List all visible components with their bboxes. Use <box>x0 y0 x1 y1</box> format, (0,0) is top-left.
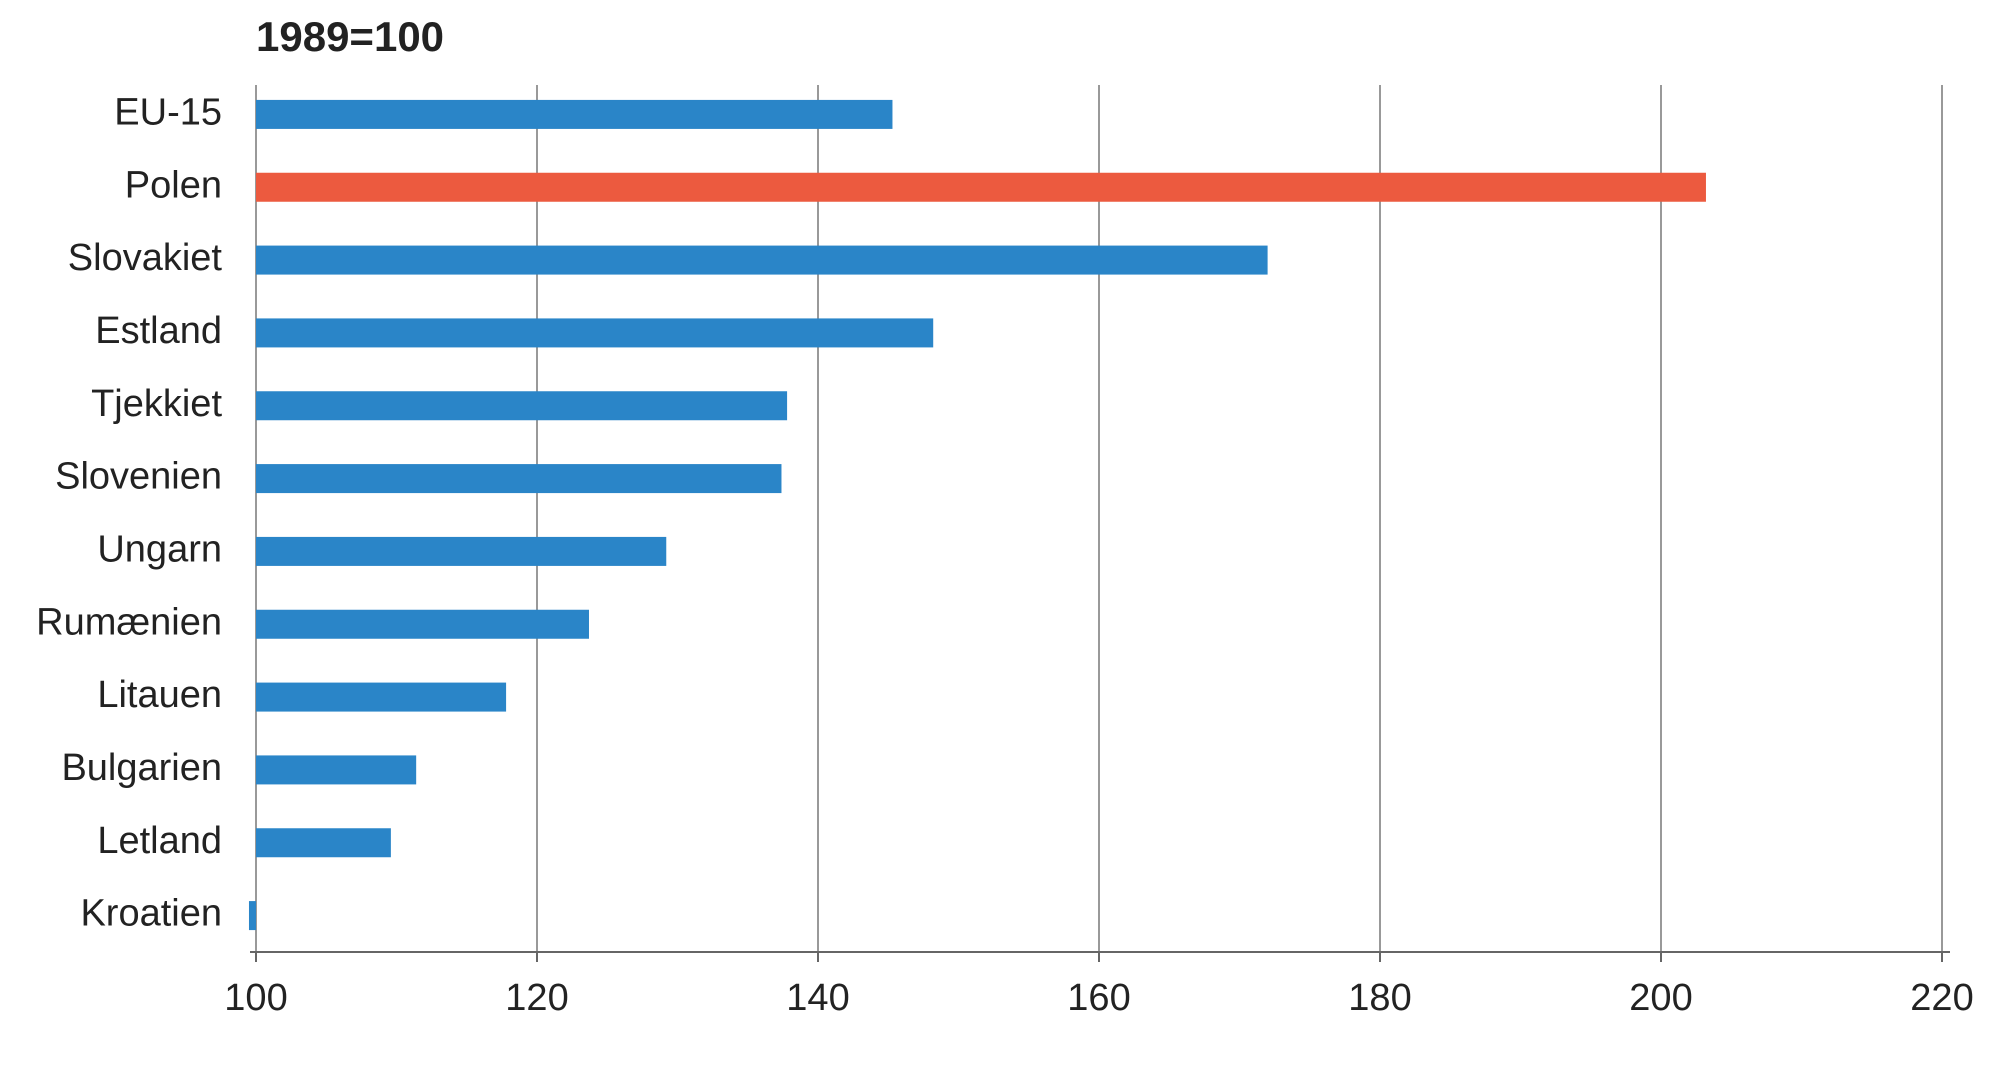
bar <box>256 609 589 639</box>
y-tick-label: Slovakiet <box>68 237 223 279</box>
bar <box>256 682 507 712</box>
y-tick-label: Polen <box>125 164 222 206</box>
x-tick-label: 100 <box>224 977 287 1019</box>
y-tick-label: Rumænien <box>36 601 222 643</box>
y-tick-label: Kroatien <box>80 893 222 935</box>
bar <box>256 464 782 494</box>
y-tick-label: Slovenien <box>55 456 222 498</box>
y-tick-label: Bulgarien <box>61 747 222 789</box>
x-tick-label: 200 <box>1629 977 1692 1019</box>
bar <box>256 755 417 785</box>
bar <box>256 99 893 129</box>
y-tick-label: Letland <box>97 820 222 862</box>
x-tick-label: 120 <box>505 977 568 1019</box>
bar <box>256 245 1268 275</box>
bar <box>256 828 391 858</box>
x-tick-label: 140 <box>786 977 849 1019</box>
y-tick-label: Tjekkiet <box>91 383 222 425</box>
y-tick-label: Ungarn <box>97 528 222 570</box>
x-tick-label: 160 <box>1067 977 1130 1019</box>
bar <box>248 901 256 931</box>
chart-title: 1989=100 <box>256 13 444 60</box>
bar <box>256 391 788 421</box>
y-tick-label: EU-15 <box>114 91 222 133</box>
bar <box>256 318 934 348</box>
x-tick-label: 180 <box>1348 977 1411 1019</box>
bar <box>256 172 1706 202</box>
y-tick-label: Estland <box>95 310 222 352</box>
x-tick-label: 220 <box>1910 977 1973 1019</box>
bar <box>256 536 667 566</box>
y-tick-label: Litauen <box>97 674 222 716</box>
